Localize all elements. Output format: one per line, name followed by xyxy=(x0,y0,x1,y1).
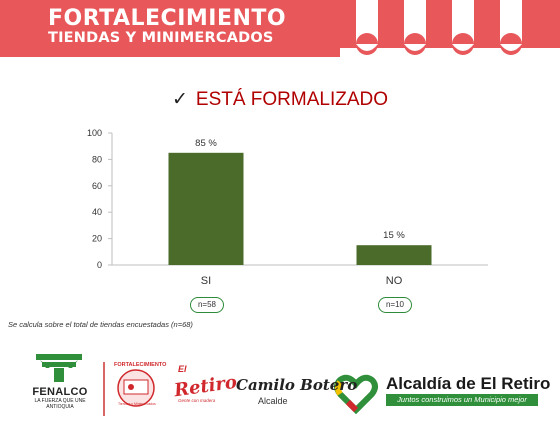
y-tick-label: 60 xyxy=(92,181,102,191)
y-tick-label: 0 xyxy=(97,260,102,270)
header-banner: FORTALECIMIENTO TIENDAS Y MINIMERCADOS xyxy=(0,0,560,62)
y-tick-label: 40 xyxy=(92,207,102,217)
bar-si xyxy=(168,152,244,265)
x-category-label: NO xyxy=(386,275,403,287)
header-subtitle: TIENDAS Y MINIMERCADOS xyxy=(48,30,274,46)
retiro-logo-el: El xyxy=(178,364,187,374)
fenalco-emblem-icon xyxy=(36,354,82,382)
sample-size-badge-si: n=58 xyxy=(190,297,224,313)
alcaldia-slogan: Juntos construimos un Municipio mejor xyxy=(386,394,538,406)
checkmark-icon: ✓ xyxy=(171,89,188,110)
bar-value-label: 85 % xyxy=(195,138,217,149)
footnote: Se calcula sobre el total de tiendas enc… xyxy=(8,320,193,329)
header-title: FORTALECIMIENTO xyxy=(48,6,287,31)
fenalco-name: FENALCO xyxy=(32,386,88,398)
mayor-name: Camilo Botero xyxy=(236,376,358,394)
logos-graphic xyxy=(36,354,378,416)
logos-row xyxy=(0,340,560,420)
bar-value-label: 15 % xyxy=(383,230,405,241)
fortalecimiento-logo-sub: Tiendas y Minimercados xyxy=(118,402,156,406)
fenalco-region: ANTIOQUIA xyxy=(46,404,74,410)
bar-no xyxy=(356,245,432,265)
alcaldia-heart-icon xyxy=(334,374,378,415)
alcaldia-name: Alcaldía de El Retiro xyxy=(386,374,551,393)
y-tick-label: 80 xyxy=(92,154,102,164)
sample-size-badge-no: n=10 xyxy=(378,297,412,313)
fenalco-logo: FENALCO LA FUERZA QUE UNE ANTIOQUIA xyxy=(30,352,90,410)
fenalco-slogan: LA FUERZA QUE UNE xyxy=(34,398,86,404)
awning-graphic xyxy=(0,0,560,57)
x-category-label: SI xyxy=(201,275,211,287)
chart-title: ✓ ESTÁ FORMALIZADO xyxy=(0,88,560,111)
y-tick-label: 20 xyxy=(92,234,102,244)
y-tick-label: 100 xyxy=(87,128,102,138)
chart-title-text: ESTÁ FORMALIZADO xyxy=(195,89,389,110)
mayor-role: Alcalde xyxy=(258,396,288,406)
fortalecimiento-logo-label: FORTALECIMIENTO xyxy=(114,362,167,368)
retiro-logo-sub: Gente con madera xyxy=(178,398,216,403)
bar-chart: 0 20 40 60 80 100 85 % SI 15 % NO xyxy=(87,128,488,287)
